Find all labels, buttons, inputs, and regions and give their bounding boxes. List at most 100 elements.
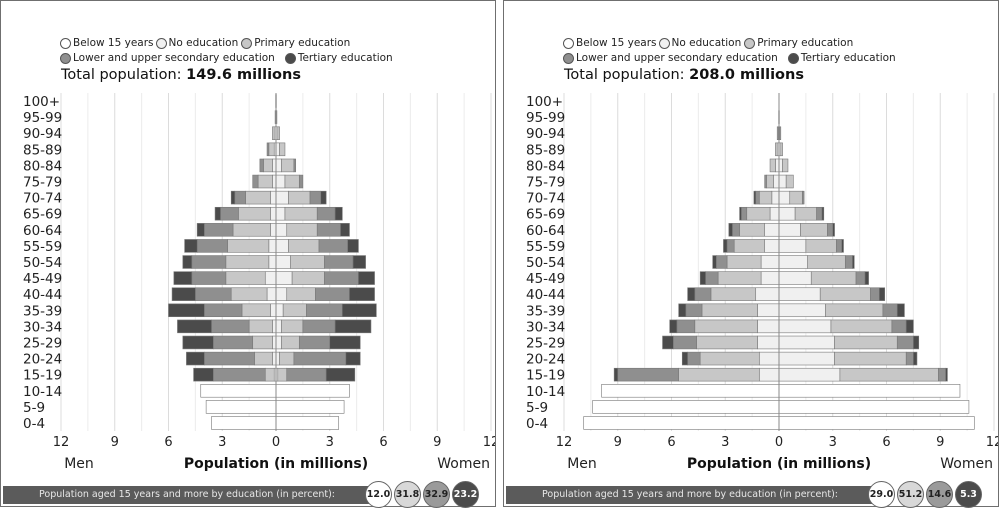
bar-men-no-education — [775, 159, 779, 172]
x-tick-label: 3 — [721, 435, 729, 450]
bar-men-no-education — [272, 336, 276, 349]
bar-women-primary — [783, 159, 788, 172]
bar-men-secondary — [220, 207, 238, 220]
bar-men-tertiary — [679, 304, 686, 317]
bar-men-no-education — [761, 256, 779, 269]
bar-men-tertiary — [700, 272, 705, 285]
bar-men-tertiary — [172, 288, 195, 301]
bar-women-tertiary — [335, 320, 371, 333]
bar-women-primary — [790, 191, 803, 204]
bar-men-primary — [697, 336, 758, 349]
bar-women-secondary — [883, 304, 897, 317]
age-labels: 0-45-910-1415-1920-2425-2930-3435-3940-4… — [526, 94, 565, 432]
bar-women-tertiary — [822, 207, 824, 220]
bar-men-secondary — [212, 320, 250, 333]
age-group-label: 85-89 — [23, 142, 62, 158]
age-group-label: 90-94 — [526, 126, 565, 142]
bar-men-tertiary — [183, 336, 213, 349]
bar-women-secondary — [299, 175, 303, 188]
bar-men-secondary — [695, 288, 711, 301]
bar-men-primary — [242, 304, 271, 317]
bar-men-no-education — [269, 256, 276, 269]
bar-men-tertiary — [614, 368, 618, 381]
bar-women-no-education — [779, 304, 826, 317]
bar-women-primary — [835, 352, 907, 365]
bar-women-no-education — [276, 336, 281, 349]
bar-women-tertiary — [346, 352, 360, 365]
bar-women-no-education — [276, 175, 285, 188]
bar-men-tertiary — [186, 352, 204, 365]
bar-men-secondary — [204, 304, 242, 317]
age-group-label: 65-69 — [526, 207, 565, 223]
bar-women-primary — [281, 336, 299, 349]
x-tick-label: 9 — [111, 435, 119, 450]
bar-men-tertiary — [713, 256, 717, 269]
x-tick-label: 9 — [433, 435, 441, 450]
bar-men-no-education — [756, 288, 779, 301]
bar-women-no-education — [276, 159, 281, 172]
bar-women-primary — [840, 368, 939, 381]
bar-women-primary — [281, 159, 294, 172]
bar-women-no-education — [779, 368, 840, 381]
bar-men-secondary — [618, 368, 679, 381]
bar-men-tertiary — [740, 207, 742, 220]
bar-men-primary — [258, 175, 272, 188]
bar-women-below-15 — [276, 417, 339, 430]
bar-men-tertiary — [682, 352, 687, 365]
x-tick-label: 12 — [556, 435, 573, 450]
x-axis-title: Population (in millions) — [184, 456, 368, 472]
bar-women-tertiary — [341, 223, 350, 236]
population-pyramid-chart: 0-45-910-1415-1920-2425-2930-3435-3940-4… — [504, 1, 998, 481]
age-group-label: 15-19 — [23, 368, 62, 384]
pyramid-panel-right: Below 15 years No education Primary educ… — [503, 0, 999, 507]
age-group-label: 95-99 — [23, 110, 62, 126]
bar-men-no-education — [272, 352, 276, 365]
bar-women-tertiary — [342, 304, 376, 317]
bar-women-no-education — [779, 239, 806, 252]
bar-men-primary — [759, 191, 772, 204]
age-group-label: 80-84 — [23, 158, 62, 174]
bar-women-primary — [278, 368, 287, 381]
age-group-label: 65-69 — [23, 207, 62, 223]
education-bubble-secondary: 32.9 — [423, 481, 450, 508]
bar-men-secondary — [213, 368, 265, 381]
bar-men-secondary — [716, 256, 727, 269]
bar-men-tertiary — [185, 239, 198, 252]
bar-women-primary — [808, 256, 846, 269]
bar-men-no-education — [758, 304, 780, 317]
age-group-label: 0-4 — [526, 416, 548, 432]
bar-women-primary — [280, 352, 294, 365]
bar-men-no-education — [761, 272, 779, 285]
age-group-label: 70-74 — [23, 191, 62, 207]
bar-men-secondary — [765, 175, 767, 188]
bar-men-secondary — [732, 223, 739, 236]
bar-men-below-15 — [602, 384, 779, 397]
bar-women-secondary — [802, 191, 804, 204]
bar-men-tertiary — [723, 239, 727, 252]
age-group-label: 100+ — [23, 94, 60, 110]
bar-women-no-education — [276, 223, 287, 236]
bar-men-secondary — [756, 191, 760, 204]
bar-men-primary — [269, 143, 274, 156]
bar-men-primary — [775, 143, 777, 156]
education-bubble-tertiary: 5.3 — [955, 481, 982, 508]
x-tick-label: 9 — [936, 435, 944, 450]
bar-women-tertiary — [897, 304, 904, 317]
x-tick-label: 0 — [272, 435, 280, 450]
bar-men-secondary — [192, 272, 226, 285]
bar-men-secondary — [235, 191, 246, 204]
bars — [169, 95, 377, 430]
bar-women-secondary — [310, 191, 321, 204]
bar-women-primary — [285, 175, 299, 188]
bar-men-secondary — [204, 352, 254, 365]
bar-women-secondary — [827, 223, 832, 236]
population-pyramid-chart: 0-45-910-1415-1920-2425-2930-3435-3940-4… — [1, 1, 495, 481]
bar-women-no-education — [779, 191, 790, 204]
bar-women-secondary — [906, 352, 913, 365]
bar-women-secondary — [299, 336, 329, 349]
bar-women-below-15 — [779, 384, 960, 397]
bar-women-tertiary — [913, 336, 918, 349]
bar-women-tertiary — [335, 207, 342, 220]
bar-men-primary — [777, 127, 778, 140]
bar-women-tertiary — [879, 288, 884, 301]
